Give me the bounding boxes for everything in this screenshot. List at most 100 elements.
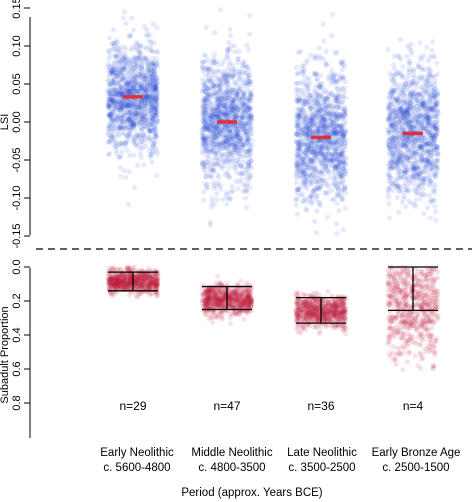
lsi-point bbox=[115, 100, 121, 106]
lsi-point bbox=[120, 104, 126, 110]
lsi-point bbox=[152, 124, 158, 130]
lsi-point bbox=[144, 88, 150, 94]
lsi-point bbox=[153, 49, 160, 55]
lsi-point bbox=[149, 121, 155, 127]
lsi-point bbox=[386, 101, 392, 107]
lsi-point bbox=[119, 99, 126, 105]
lsi-point bbox=[153, 134, 159, 140]
lsi-point bbox=[404, 155, 410, 161]
lsi-point bbox=[419, 153, 425, 160]
lsi-point bbox=[132, 102, 138, 108]
lsi-point bbox=[109, 117, 115, 123]
lsi-point bbox=[138, 85, 144, 91]
lsi-point bbox=[118, 91, 125, 97]
lsi-point bbox=[411, 68, 417, 74]
lsi-point bbox=[228, 67, 234, 73]
lsi-point bbox=[338, 123, 344, 129]
lsi-point bbox=[149, 137, 155, 143]
lsi-point bbox=[232, 79, 238, 85]
lsi-point bbox=[199, 130, 205, 136]
lsi-point bbox=[145, 66, 151, 72]
lsi-point bbox=[139, 72, 146, 78]
lsi-point bbox=[112, 42, 118, 49]
lsi-point bbox=[153, 84, 159, 90]
lsi-point bbox=[106, 73, 113, 79]
lsi-point bbox=[150, 116, 156, 122]
lsi-point bbox=[112, 136, 118, 142]
lsi-point bbox=[320, 89, 326, 95]
lsi-point bbox=[110, 40, 116, 46]
lsi-point bbox=[152, 112, 158, 118]
lsi-point bbox=[343, 79, 349, 85]
lsi-point bbox=[152, 105, 158, 111]
lsi-point bbox=[134, 88, 140, 94]
lsi-point bbox=[327, 110, 333, 116]
lsi-point bbox=[301, 63, 307, 69]
lsi-point bbox=[133, 82, 140, 88]
lsi-point bbox=[107, 151, 113, 157]
lsi-point bbox=[155, 49, 161, 55]
lsi-point bbox=[405, 160, 411, 166]
lsi-point bbox=[132, 68, 138, 74]
lsi-point bbox=[107, 111, 113, 117]
top-panel-points bbox=[105, 7, 441, 237]
lsi-point bbox=[400, 64, 406, 70]
lsi-point bbox=[144, 57, 151, 63]
lsi-point bbox=[150, 117, 156, 123]
lsi-point bbox=[112, 69, 118, 75]
lsi-point bbox=[130, 104, 136, 110]
lsi-point bbox=[433, 217, 439, 223]
lsi-point bbox=[312, 55, 318, 61]
lsi-point bbox=[109, 99, 115, 105]
lsi-point bbox=[236, 159, 242, 165]
lsi-point bbox=[246, 174, 253, 180]
lsi-point bbox=[110, 76, 117, 83]
lsi-point bbox=[132, 114, 138, 120]
lsi-point bbox=[152, 112, 158, 118]
lsi-point bbox=[425, 90, 431, 96]
lsi-point bbox=[125, 85, 131, 91]
lsi-point bbox=[123, 46, 129, 52]
lsi-point bbox=[121, 65, 127, 71]
lsi-point bbox=[300, 173, 306, 179]
lsi-point bbox=[153, 126, 159, 132]
lsi-point bbox=[330, 140, 336, 147]
lsi-point bbox=[396, 209, 402, 215]
lsi-point bbox=[152, 129, 158, 135]
lsi-point bbox=[133, 112, 139, 118]
lsi-point bbox=[154, 24, 160, 30]
lsi-point bbox=[329, 123, 336, 130]
lsi-point bbox=[122, 57, 129, 63]
lsi-point bbox=[146, 117, 152, 123]
lsi-point bbox=[129, 80, 135, 86]
lsi-point bbox=[114, 151, 120, 157]
lsi-point bbox=[137, 43, 143, 49]
lsi-point bbox=[108, 136, 114, 142]
lsi-point bbox=[149, 81, 155, 87]
lsi-point bbox=[123, 111, 129, 117]
lsi-point bbox=[147, 67, 153, 73]
lsi-point bbox=[140, 131, 146, 137]
lsi-point bbox=[125, 70, 131, 76]
lsi-point bbox=[113, 147, 119, 154]
lsi-point bbox=[324, 95, 330, 101]
lsi-point bbox=[116, 154, 122, 160]
lsi-point bbox=[303, 181, 309, 187]
lsi-point bbox=[114, 144, 120, 150]
lsi-point bbox=[323, 117, 329, 123]
lsi-point bbox=[341, 132, 347, 138]
lsi-point bbox=[139, 88, 145, 94]
lsi-point bbox=[106, 97, 112, 103]
lsi-point bbox=[142, 122, 148, 128]
lsi-point bbox=[153, 56, 159, 62]
lsi-point bbox=[214, 111, 220, 117]
lsi-point bbox=[231, 43, 238, 49]
lsi-point bbox=[153, 106, 159, 112]
lsi-point bbox=[150, 93, 156, 99]
lsi-point bbox=[152, 131, 158, 137]
lsi-point bbox=[319, 151, 326, 157]
lsi-point bbox=[395, 153, 401, 160]
lsi-point bbox=[119, 51, 125, 57]
lsi-point bbox=[227, 196, 233, 202]
lsi-point bbox=[152, 86, 158, 92]
